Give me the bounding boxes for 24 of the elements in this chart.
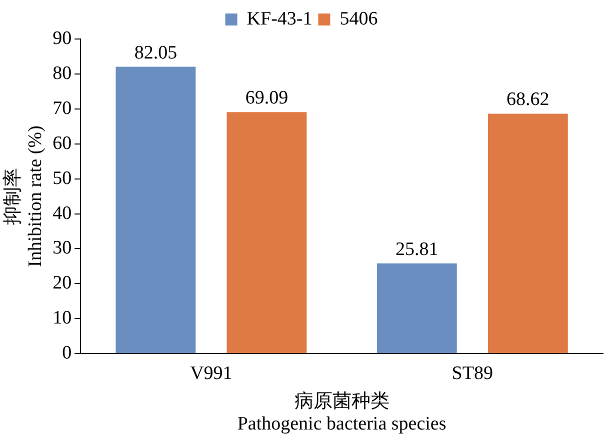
y-tick-label: 30 bbox=[52, 238, 72, 259]
x-tick-label: ST89 bbox=[452, 362, 493, 384]
data-label: 69.09 bbox=[245, 88, 288, 109]
data-label: 25.81 bbox=[396, 238, 438, 260]
legend-label: 5406 bbox=[340, 8, 378, 30]
data-label: 68.62 bbox=[506, 89, 550, 110]
y-tick-label: 50 bbox=[52, 168, 72, 189]
bar bbox=[488, 114, 568, 354]
y-tick-label: 0 bbox=[62, 342, 72, 364]
y-tick-label: 10 bbox=[52, 308, 72, 329]
y-tick-label: 40 bbox=[52, 202, 72, 224]
y-axis-title: 抑制率 Inhibition rate (%) bbox=[1, 126, 46, 268]
y-tick-label: 60 bbox=[52, 132, 72, 154]
y-tick-label: 80 bbox=[52, 62, 72, 84]
y-tick-label: 90 bbox=[52, 28, 72, 49]
bar bbox=[116, 66, 196, 354]
bar bbox=[376, 263, 457, 354]
x-axis-title: 病原菌种类 Pathogenic bacteria species bbox=[237, 390, 446, 435]
x-tick-label: V991 bbox=[190, 362, 232, 384]
data-label: 82.05 bbox=[134, 42, 178, 64]
y-tick-label: 20 bbox=[52, 272, 72, 294]
legend-label: KF-43-1 bbox=[246, 8, 312, 30]
y-tick-label: 70 bbox=[52, 98, 72, 119]
bar bbox=[226, 112, 307, 354]
